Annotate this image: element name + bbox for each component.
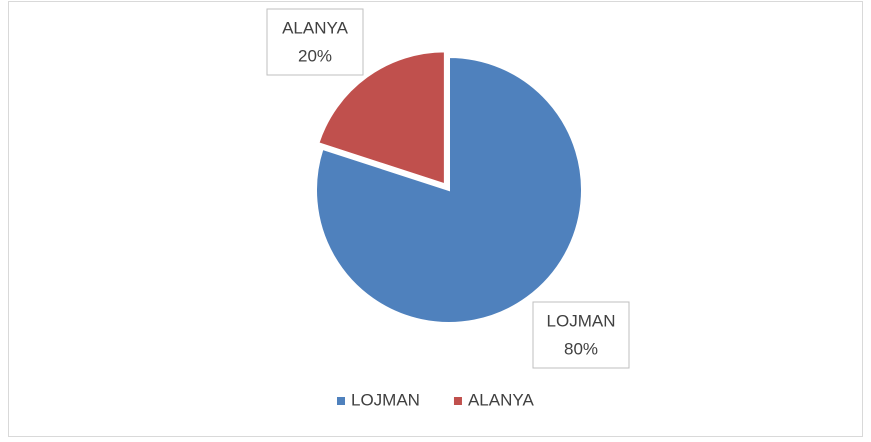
data-label-box — [266, 8, 364, 76]
legend-label: ALANYA — [468, 390, 534, 409]
data-label-value: 20% — [298, 46, 332, 65]
data-label-category: ALANYA — [282, 18, 348, 37]
data-label-value: 80% — [564, 339, 598, 358]
pie-slice — [317, 50, 446, 186]
legend-label: LOJMAN — [351, 390, 420, 409]
legend-marker — [453, 397, 462, 405]
pie-slice — [315, 55, 583, 324]
legend-marker — [337, 397, 345, 405]
data-label-category: LOJMAN — [547, 311, 616, 330]
data-label-box — [532, 301, 630, 369]
